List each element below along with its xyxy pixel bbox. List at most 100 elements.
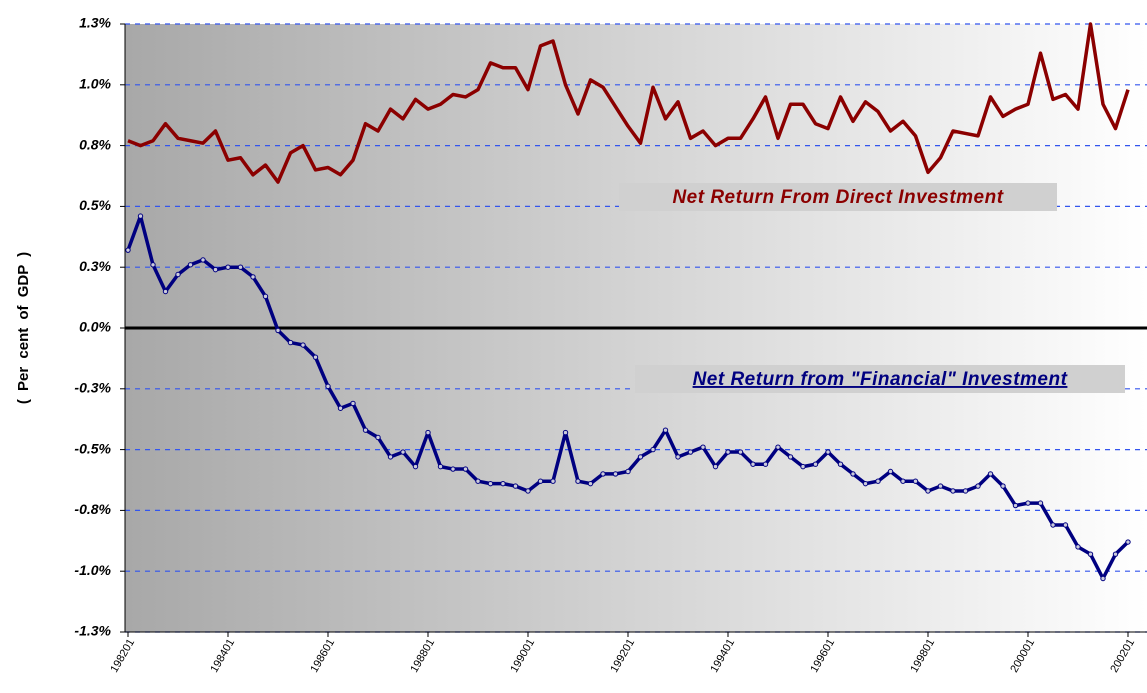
data-point xyxy=(500,480,506,487)
data-point xyxy=(1112,551,1119,557)
data-point xyxy=(1025,500,1031,506)
data-point xyxy=(787,454,794,460)
data-point xyxy=(1087,551,1094,557)
data-point xyxy=(350,400,356,407)
x-tick-label: 199401 xyxy=(708,637,737,675)
data-point xyxy=(612,471,619,477)
data-point xyxy=(1012,502,1019,509)
y-axis-label: ( Per cent of GDP ) xyxy=(15,252,32,404)
series-label-box xyxy=(635,365,1125,393)
data-point xyxy=(387,454,394,460)
series-label: Net Return From Direct Investment xyxy=(672,187,1003,208)
y-tick-label: -0.5% xyxy=(74,440,111,456)
series-label: Net Return from "Financial" Investment xyxy=(693,369,1068,390)
data-point xyxy=(425,429,431,436)
y-tick-label: 0.0% xyxy=(79,319,111,335)
x-tick-label: 198801 xyxy=(408,637,437,675)
data-point xyxy=(575,478,581,484)
data-point xyxy=(675,454,681,460)
y-tick-label: 0.5% xyxy=(79,197,111,213)
data-point xyxy=(737,449,744,455)
data-point xyxy=(687,449,694,455)
y-tick-label: -1.0% xyxy=(74,562,111,578)
x-tick-label: 200001 xyxy=(1008,637,1037,675)
data-point xyxy=(400,449,406,455)
data-point xyxy=(1050,522,1056,528)
x-tick-label: 199601 xyxy=(808,637,837,675)
y-tick-label: -1.3% xyxy=(74,623,111,639)
x-tick-label: 198201 xyxy=(108,637,137,675)
data-point xyxy=(337,405,344,411)
data-point xyxy=(837,461,844,467)
data-point xyxy=(537,478,544,484)
data-point xyxy=(950,488,956,494)
data-point xyxy=(962,488,969,494)
data-point xyxy=(800,463,806,470)
data-point xyxy=(475,478,481,484)
data-point xyxy=(225,264,231,270)
data-point xyxy=(162,288,169,295)
data-point xyxy=(887,468,894,475)
data-point xyxy=(712,463,719,470)
data-point xyxy=(762,461,769,467)
data-point xyxy=(150,262,156,268)
data-point xyxy=(175,271,181,278)
data-point xyxy=(975,483,981,489)
data-point xyxy=(287,339,294,346)
data-point xyxy=(275,327,281,334)
data-point xyxy=(625,468,631,475)
data-point xyxy=(375,434,381,441)
data-point xyxy=(362,427,369,433)
data-point xyxy=(512,483,519,489)
series-label-box xyxy=(619,183,1057,211)
data-point xyxy=(412,463,419,470)
data-point xyxy=(312,354,319,360)
data-point xyxy=(812,461,819,467)
data-point xyxy=(462,466,469,472)
data-point xyxy=(925,488,931,494)
x-tick-label: 200201 xyxy=(1108,637,1137,675)
data-point xyxy=(487,480,494,487)
x-tick-label: 198401 xyxy=(208,637,237,675)
data-point xyxy=(850,471,856,477)
x-tick-label: 199801 xyxy=(908,637,937,675)
data-point xyxy=(450,466,456,472)
y-tick-label: 0.8% xyxy=(79,136,111,152)
data-point xyxy=(587,480,594,487)
data-point xyxy=(1062,522,1069,528)
data-point xyxy=(987,471,994,477)
data-point xyxy=(662,427,669,433)
data-point xyxy=(300,342,306,348)
x-tick-label: 198601 xyxy=(308,637,337,675)
x-tick-label: 199001 xyxy=(508,637,537,675)
data-point xyxy=(437,463,444,470)
y-tick-label: 0.3% xyxy=(79,258,111,274)
data-point xyxy=(212,266,219,273)
data-point xyxy=(725,449,731,455)
y-tick-label: 1.0% xyxy=(79,76,111,92)
data-point xyxy=(237,264,244,270)
series-line xyxy=(127,22,1130,184)
data-point xyxy=(137,213,144,219)
data-point xyxy=(262,293,269,300)
data-point xyxy=(1037,500,1044,506)
x-tick-label: 199201 xyxy=(608,637,637,675)
data-point xyxy=(1000,483,1006,489)
data-point xyxy=(912,478,919,484)
data-point xyxy=(1075,544,1081,550)
data-point xyxy=(775,444,781,450)
data-point xyxy=(637,454,644,460)
data-point xyxy=(250,274,256,280)
data-point xyxy=(187,262,194,268)
y-tick-label: -0.3% xyxy=(74,380,111,396)
data-point xyxy=(125,247,131,253)
data-point xyxy=(600,471,606,477)
data-point xyxy=(937,483,944,489)
data-point xyxy=(825,449,831,455)
data-point xyxy=(525,488,531,494)
data-point xyxy=(650,446,656,453)
data-point xyxy=(325,383,331,390)
data-point xyxy=(200,257,206,263)
